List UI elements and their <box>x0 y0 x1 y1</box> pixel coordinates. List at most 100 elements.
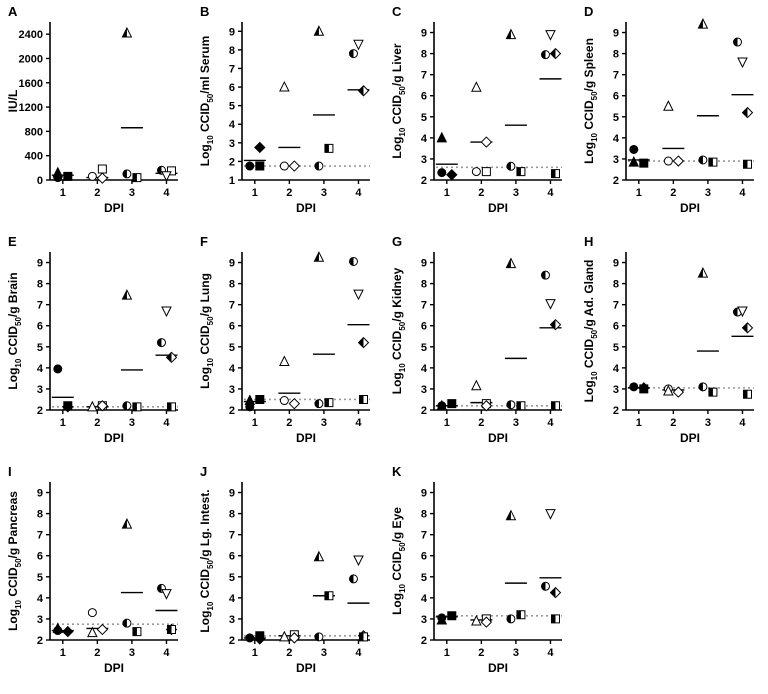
y-tick-label: 9 <box>37 488 43 500</box>
y-tick-label: 6 <box>613 91 619 103</box>
y-axis-title: Log10 CCID50/g Lung <box>198 273 215 389</box>
data-point <box>505 509 517 521</box>
data-point <box>279 630 290 642</box>
y-tick-label: 6 <box>229 321 235 333</box>
data-point <box>87 400 98 412</box>
data-point <box>122 618 132 628</box>
panel-a: A 0 400 800 1200 1600 2000 2400 1 2 3 4 DPI IU/L <box>6 4 178 215</box>
data-point <box>156 338 166 348</box>
y-tick-label: 8 <box>613 49 619 61</box>
data-point <box>161 589 172 600</box>
x-tick-label: 4 <box>547 647 554 659</box>
x-tick-label: 1 <box>636 187 642 199</box>
data-point <box>663 100 674 111</box>
y-tick-label: 2 <box>37 635 43 647</box>
y-tick-label: 6 <box>229 551 235 563</box>
y-tick-label: 2 <box>421 635 427 647</box>
y-tick-label: 9 <box>421 28 427 40</box>
y-tick-label: 3 <box>37 384 43 396</box>
y-tick-label: 7 <box>613 300 619 312</box>
y-axis-title: Log10 CCID50/g Ad. Gland <box>582 260 599 403</box>
x-tick-label: 1 <box>252 417 258 429</box>
data-point <box>245 402 255 412</box>
y-tick-label: 400 <box>25 151 43 163</box>
x-tick-label: 1 <box>252 647 258 659</box>
data-point <box>672 155 685 167</box>
panel-d: D 2 3 4 5 6 7 8 9 1 2 3 4 DPI Log10 CCID50/g Spleen <box>582 4 754 215</box>
data-point <box>698 155 708 165</box>
panel-c: C 2 3 4 5 6 7 8 9 1 2 3 4 DPI Log10 CCID50/g Liver <box>390 4 562 215</box>
y-tick-label: 4 <box>421 363 428 375</box>
data-point <box>313 550 325 562</box>
data-point <box>545 30 556 41</box>
data-point <box>245 633 255 643</box>
x-tick-label: 4 <box>163 417 170 429</box>
y-tick-label: 8 <box>613 279 619 291</box>
x-tick-label: 3 <box>513 417 519 429</box>
x-tick-label: 1 <box>444 187 450 199</box>
data-point <box>708 157 718 167</box>
data-point <box>447 399 457 409</box>
data-point <box>698 382 708 392</box>
data-point <box>348 49 358 59</box>
data-point <box>254 633 266 645</box>
y-tick-label: 6 <box>229 82 235 94</box>
data-point <box>353 289 364 301</box>
data-point <box>697 17 709 29</box>
y-tick-label: 5 <box>421 572 427 584</box>
y-tick-label: 7 <box>421 70 427 82</box>
panel-letter: K <box>392 464 402 479</box>
panel-letter: J <box>200 464 207 479</box>
data-point <box>254 141 266 154</box>
x-axis-title: DPI <box>104 431 124 445</box>
data-point <box>480 136 493 148</box>
y-tick-label: 8 <box>229 279 235 291</box>
y-tick-label: 8 <box>229 45 235 57</box>
x-tick-label: 4 <box>355 647 362 659</box>
data-point <box>629 144 639 154</box>
data-point <box>313 25 325 36</box>
y-tick-label: 2 <box>229 635 235 647</box>
data-point <box>436 613 448 625</box>
data-point <box>741 106 754 119</box>
y-tick-label: 5 <box>229 572 235 584</box>
y-tick-label: 5 <box>613 112 619 124</box>
y-tick-label: 5 <box>421 112 427 124</box>
data-point <box>358 394 368 404</box>
data-point <box>121 518 133 529</box>
y-axis-title: IU/L <box>6 90 20 113</box>
panel-b: B 1 2 3 4 5 6 7 8 9 1 2 3 4 DPI Log10 CCID50/ml Serum <box>198 4 370 215</box>
y-tick-label: 5 <box>229 342 235 354</box>
panel-letter: G <box>392 234 402 249</box>
data-point <box>357 336 370 349</box>
data-point <box>96 400 109 412</box>
data-point <box>132 627 142 637</box>
y-tick-label: 3 <box>421 384 427 396</box>
y-tick-label: 2 <box>613 175 619 187</box>
y-tick-label: 3 <box>421 154 427 166</box>
x-tick-label: 2 <box>286 417 292 429</box>
data-point <box>53 364 63 374</box>
panel-letter: E <box>8 234 17 249</box>
data-point <box>96 172 109 184</box>
data-point <box>471 81 482 92</box>
y-tick-label: 2400 <box>19 29 43 41</box>
x-tick-label: 3 <box>513 647 519 659</box>
panel-letter: D <box>584 4 593 19</box>
y-tick-label: 1 <box>229 175 235 187</box>
y-tick-label: 7 <box>37 300 43 312</box>
x-tick-label: 3 <box>705 187 711 199</box>
panel-j: J 2 3 4 5 6 7 8 9 1 2 3 4 DPI Log10 CCID50/g Lg. Intes… <box>198 464 370 675</box>
x-axis-title: DPI <box>104 661 124 675</box>
panel-letter: C <box>392 4 402 19</box>
data-point <box>324 398 334 408</box>
data-point <box>446 169 458 181</box>
y-tick-label: 3 <box>229 614 235 626</box>
data-point <box>506 400 516 410</box>
x-tick-label: 4 <box>739 187 746 199</box>
data-point <box>348 256 358 266</box>
panel-f: F 2 3 4 5 6 7 8 9 1 2 3 4 DPI Log10 CCID50/g Lung <box>198 234 370 445</box>
y-tick-label: 8 <box>37 279 43 291</box>
panel-k: K 2 3 4 5 6 7 8 9 1 2 3 4 DPI Log10 CCID50/g Eye <box>390 464 562 675</box>
y-tick-label: 1600 <box>19 78 43 90</box>
